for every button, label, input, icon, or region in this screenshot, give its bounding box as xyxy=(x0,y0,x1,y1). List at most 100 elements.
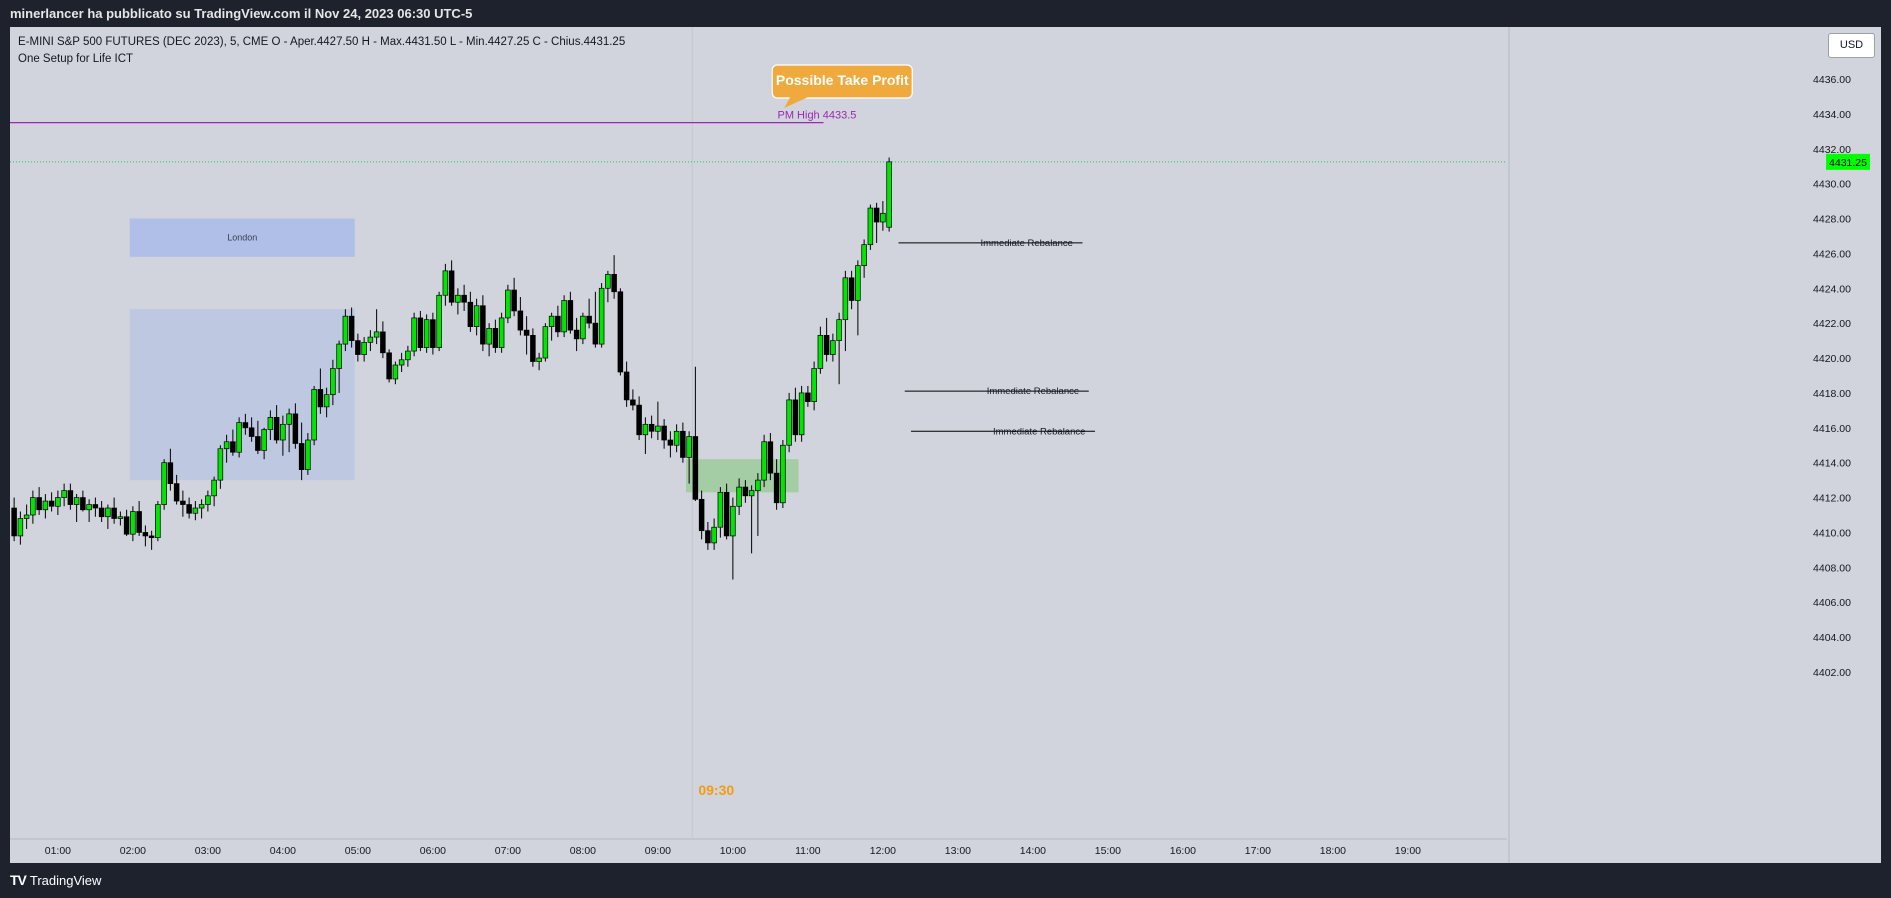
candle[interactable] xyxy=(411,312,417,357)
candle[interactable] xyxy=(167,448,174,491)
candle[interactable] xyxy=(11,497,17,542)
candle[interactable] xyxy=(117,511,124,526)
candle[interactable] xyxy=(692,366,699,502)
candle[interactable] xyxy=(717,487,724,538)
candle[interactable] xyxy=(161,459,167,510)
candle[interactable] xyxy=(492,319,499,353)
candle[interactable] xyxy=(723,483,730,540)
candle[interactable] xyxy=(242,413,249,435)
candle[interactable] xyxy=(486,323,492,357)
candle[interactable] xyxy=(430,312,436,355)
candle[interactable] xyxy=(648,415,655,439)
candle[interactable] xyxy=(755,473,761,536)
candle[interactable] xyxy=(473,298,480,336)
candle[interactable] xyxy=(748,485,755,554)
candle[interactable] xyxy=(55,490,61,515)
candle[interactable] xyxy=(786,392,792,453)
candle[interactable] xyxy=(792,387,799,442)
candle[interactable] xyxy=(848,270,855,310)
candle[interactable] xyxy=(323,387,330,418)
candle[interactable] xyxy=(686,431,692,484)
candle[interactable] xyxy=(617,288,624,376)
candle[interactable] xyxy=(136,501,142,536)
candle[interactable] xyxy=(405,345,411,367)
indicator-name[interactable]: One Setup for Life ICT xyxy=(18,53,134,65)
candle[interactable] xyxy=(192,501,199,521)
candle[interactable] xyxy=(830,333,836,362)
candle[interactable] xyxy=(736,478,742,515)
candle[interactable] xyxy=(742,480,749,503)
candle[interactable] xyxy=(880,201,886,231)
candle[interactable] xyxy=(373,309,380,345)
candle[interactable] xyxy=(461,284,467,311)
candle[interactable] xyxy=(330,359,336,406)
candle[interactable] xyxy=(530,328,536,367)
candle[interactable] xyxy=(148,530,155,550)
candle[interactable] xyxy=(523,316,530,355)
candle[interactable] xyxy=(730,497,736,580)
candle[interactable] xyxy=(773,459,780,510)
candle[interactable] xyxy=(255,420,261,454)
candle[interactable] xyxy=(311,385,317,446)
candle[interactable] xyxy=(561,295,567,338)
candle[interactable] xyxy=(305,433,311,475)
candle[interactable] xyxy=(667,431,674,458)
candle[interactable] xyxy=(442,263,449,306)
candle[interactable] xyxy=(267,410,274,441)
candle[interactable] xyxy=(130,506,136,542)
candle[interactable] xyxy=(761,434,767,488)
candle[interactable] xyxy=(111,497,117,524)
candle[interactable] xyxy=(348,307,355,348)
candle[interactable] xyxy=(105,504,111,529)
candle[interactable] xyxy=(386,349,392,383)
candle[interactable] xyxy=(86,499,92,522)
candle[interactable] xyxy=(380,321,386,359)
candle[interactable] xyxy=(555,305,561,338)
candle[interactable] xyxy=(48,492,55,512)
candle[interactable] xyxy=(611,255,617,299)
candle[interactable] xyxy=(236,417,242,458)
candle[interactable] xyxy=(180,490,186,517)
candle[interactable] xyxy=(698,490,705,540)
candle[interactable] xyxy=(855,260,861,336)
candle[interactable] xyxy=(605,270,611,303)
candle[interactable] xyxy=(873,202,880,243)
candle[interactable] xyxy=(842,270,849,352)
candle[interactable] xyxy=(123,509,130,536)
price-chart[interactable]: London PM High 4433.5 Immediate Rebalance I… xyxy=(10,27,1881,863)
candle[interactable] xyxy=(211,476,217,507)
candle[interactable] xyxy=(680,422,686,463)
candle[interactable] xyxy=(811,361,817,411)
candle[interactable] xyxy=(367,330,374,352)
candle[interactable] xyxy=(823,317,830,362)
candle[interactable] xyxy=(273,405,280,444)
candle[interactable] xyxy=(673,424,680,453)
candle[interactable] xyxy=(317,368,324,414)
candle[interactable] xyxy=(511,277,517,317)
candle[interactable] xyxy=(355,333,361,362)
candle[interactable] xyxy=(392,361,399,385)
candle[interactable] xyxy=(230,429,236,456)
candle[interactable] xyxy=(36,487,42,515)
candle[interactable] xyxy=(67,483,74,510)
candle[interactable] xyxy=(505,284,511,324)
candle[interactable] xyxy=(30,490,36,524)
candle[interactable] xyxy=(780,440,786,509)
candle[interactable] xyxy=(17,511,24,545)
candle[interactable] xyxy=(448,260,455,306)
candle[interactable] xyxy=(455,288,461,315)
candle[interactable] xyxy=(298,422,305,481)
currency-button[interactable]: USD xyxy=(1828,33,1875,58)
candle[interactable] xyxy=(886,157,892,232)
candle[interactable] xyxy=(342,309,349,352)
candle[interactable] xyxy=(636,396,642,441)
candle[interactable] xyxy=(261,427,267,460)
candle[interactable] xyxy=(98,501,105,522)
candle[interactable] xyxy=(280,415,286,456)
candle[interactable] xyxy=(536,352,542,371)
candle[interactable] xyxy=(767,433,774,481)
tradingview-logo[interactable]: TV TradingView xyxy=(10,872,101,888)
candle[interactable] xyxy=(423,314,430,353)
candle[interactable] xyxy=(598,283,605,348)
candle[interactable] xyxy=(642,417,649,454)
